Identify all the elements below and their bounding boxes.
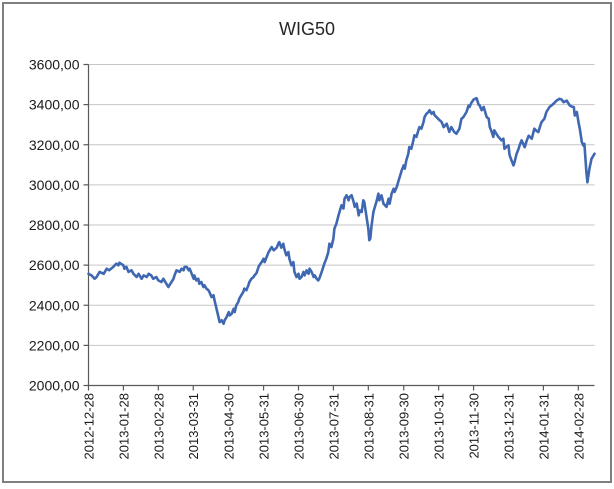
x-tick-label: 2013-06-30 (291, 393, 306, 460)
x-tick-label: 2013-07-31 (326, 393, 341, 460)
gridlines (88, 64, 595, 346)
x-tick-label: 2013-04-30 (222, 393, 237, 460)
x-tick-label: 2013-10-31 (432, 393, 447, 460)
x-tick-label: 2013-03-31 (186, 393, 201, 460)
y-tick-label: 2000,00 (29, 378, 80, 394)
x-tick-label: 2013-02-28 (151, 393, 166, 460)
x-tick-label: 2013-01-28 (116, 393, 131, 460)
x-tick-label: 2013-08-31 (361, 393, 376, 460)
x-tick-label: 2014-01-31 (536, 393, 551, 460)
y-axis-labels: 2000,00 2200,00 2400,00 2600,00 2800,00 3000,… (29, 57, 80, 394)
y-tick-label: 2400,00 (29, 297, 80, 313)
axes (83, 63, 595, 391)
x-tick-label: 2013-12-31 (501, 393, 516, 460)
series-line-wig50 (87, 96, 596, 326)
y-tick-label: 3200,00 (29, 137, 80, 153)
x-tick-label: 2013-09-30 (397, 393, 412, 460)
x-tick-label: 2013-05-31 (257, 393, 272, 460)
y-tick-label: 2800,00 (29, 217, 80, 233)
y-tick-label: 3600,00 (29, 57, 80, 73)
wig50-line-chart: 2000,00 2200,00 2400,00 2600,00 2800,00 3000,… (29, 19, 596, 460)
x-tick-label: 2014-02-28 (571, 393, 586, 460)
y-tick-label: 2600,00 (29, 257, 80, 273)
chart-title: WIG50 (279, 19, 335, 39)
y-tick-label: 3000,00 (29, 177, 80, 193)
x-axis-labels: 2012-12-28 2013-01-28 2013-02-28 2013-03-31… (82, 393, 587, 460)
x-tick-label: 2013-11-30 (467, 393, 482, 459)
y-tick-label: 2200,00 (29, 337, 80, 353)
x-tick-label: 2012-12-28 (82, 393, 97, 460)
y-tick-label: 3400,00 (29, 97, 80, 113)
chart-frame: 2000,00 2200,00 2400,00 2600,00 2800,00 3000,… (2, 2, 612, 483)
